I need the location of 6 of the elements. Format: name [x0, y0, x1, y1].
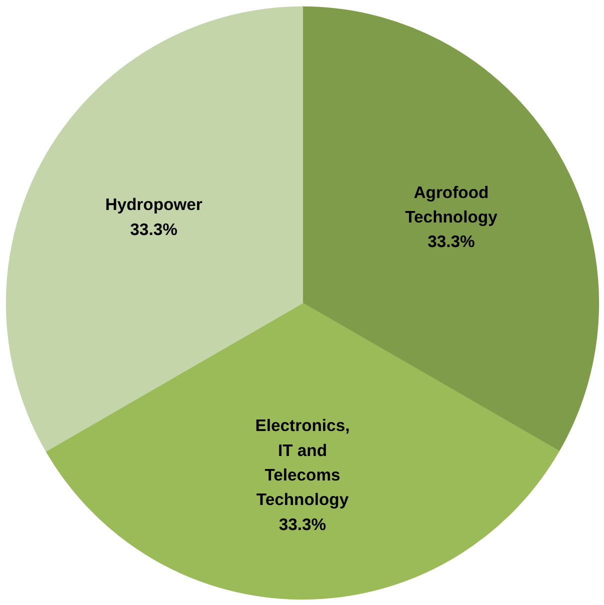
slice-label: Electronics, IT and Telecoms Technology [255, 416, 350, 510]
data-label: 33.3% [428, 232, 476, 252]
data-label: 33.3% [130, 220, 178, 239]
data-label: 33.3% [278, 514, 326, 534]
slice-label: Hydropower [105, 195, 203, 214]
slice-label: Agrofood Technology [405, 182, 498, 226]
